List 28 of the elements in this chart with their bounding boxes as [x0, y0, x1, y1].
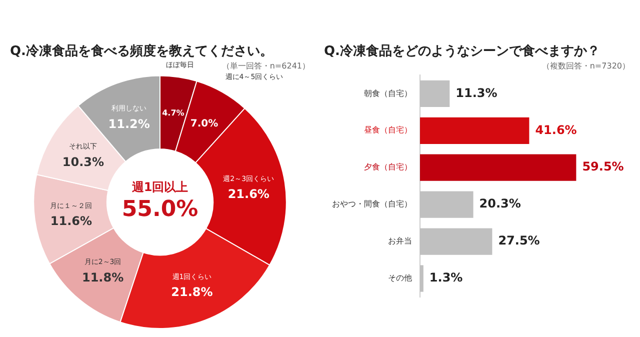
data-label: 21.8%	[171, 285, 213, 300]
data-label: 10.3%	[62, 154, 104, 169]
y-tick-label: その他	[388, 274, 412, 283]
chart-subtitle: （複数回答・n=7320）	[542, 61, 630, 70]
chart-title: Q.冷凍食品を食べる頻度を教えてください。	[10, 43, 273, 60]
data-label: 4.7%	[162, 108, 184, 118]
chart-title: Q.冷凍食品をどのようなシーンで食べますか？	[324, 44, 600, 60]
data-label: 1.3%	[429, 270, 463, 285]
data-label: 11.8%	[82, 270, 124, 284]
bar	[420, 154, 576, 181]
data-label: 11.3%	[456, 86, 498, 100]
text: 週1回以上	[130, 180, 188, 194]
data-label: 11.2%	[108, 116, 150, 131]
data-label: 21.6%	[228, 187, 270, 202]
data-label: 7.0%	[190, 118, 218, 130]
data-label: 59.5%	[582, 160, 624, 174]
bar	[420, 117, 530, 144]
y-tick-label: お弁当	[388, 236, 412, 246]
y-tick-label: 朝食（自宅）	[364, 88, 412, 98]
data-label: 27.5%	[498, 234, 540, 248]
data-label: 11.6%	[50, 214, 92, 228]
chart-subtitle: （単一回答・n=6241）	[222, 61, 310, 70]
data-label: 20.3%	[479, 196, 521, 211]
y-tick-label: 夕食（自宅）	[364, 162, 412, 172]
data-label: 41.6%	[535, 122, 577, 137]
y-tick-label: 昼食（自宅）	[364, 126, 412, 135]
y-tick-label: おやつ・間食（自宅）	[332, 200, 412, 209]
text: 55.0%	[122, 196, 198, 222]
